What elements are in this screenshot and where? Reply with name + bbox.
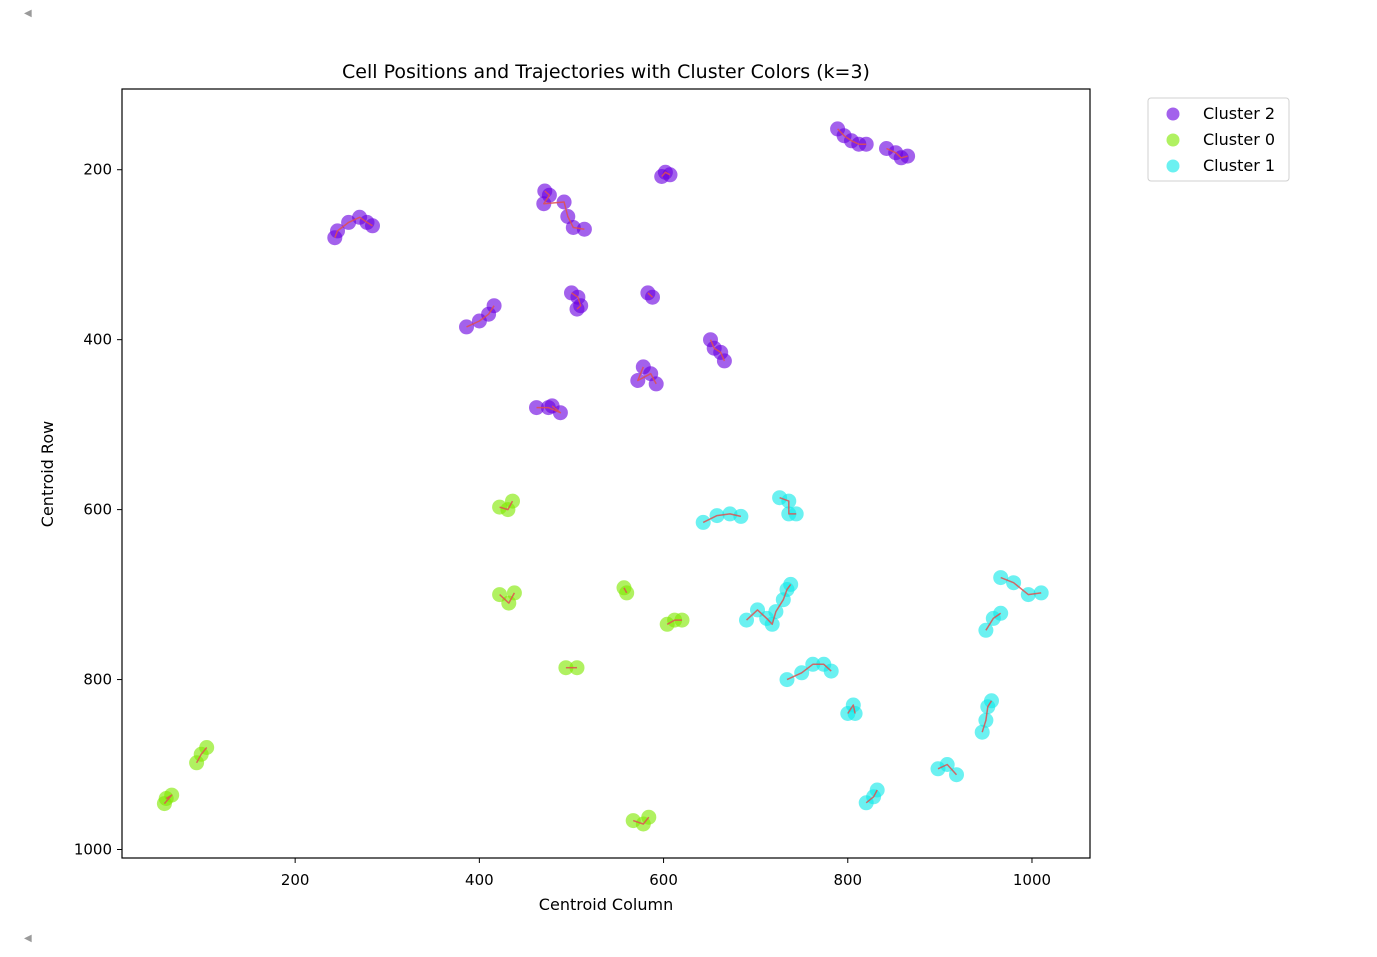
cluster-1-trajectory-line-0 [499, 500, 514, 511]
legend-marker-cluster-0 [1166, 107, 1180, 121]
cluster-0-trajectory-line-9 [837, 128, 867, 145]
cluster-2-trajectory-line-6 [937, 763, 958, 776]
plot-frame [121, 88, 1091, 859]
scroll-down-icon[interactable]: ◀ [24, 933, 32, 944]
cluster-0-trajectory-line-4 [647, 292, 654, 298]
legend-marker-cluster-1 [1166, 133, 1180, 147]
cluster-2-trajectory-line-7 [981, 700, 993, 733]
x-tick-label-800: 800 [833, 871, 862, 889]
cluster-1-trajectory-line-5 [195, 747, 208, 764]
cluster-2-trajectory-line-9 [985, 612, 1002, 631]
cluster-2-trajectory-line-4 [847, 704, 856, 714]
scroll-up-icon[interactable]: ◀ [24, 8, 32, 19]
y-tick-label-800: 800 [83, 671, 112, 689]
cluster-0-trajectory-line-7 [637, 366, 657, 385]
x-tick-label-600: 600 [649, 871, 678, 889]
axis-ticks: 200 400 600 800 1000 200 400 600 800 1000 [74, 161, 1051, 889]
cluster-2-trajectory-line-3 [786, 663, 832, 681]
y-axis-label: Centroid Row [38, 421, 57, 527]
cluster-2-trajectory-line-8 [1000, 576, 1042, 596]
plot-area [156, 121, 1049, 832]
legend-marker-cluster-2 [1166, 159, 1180, 173]
cluster-0-trajectory-line-10 [886, 147, 908, 159]
cluster-0-trajectory-line-2 [661, 171, 671, 177]
cluster-0-trajectory-line-6 [709, 339, 726, 362]
cluster-0-trajectory-line-8 [536, 405, 562, 414]
cluster-1-series [156, 493, 690, 832]
cluster-1-trajectory-line-2 [623, 587, 628, 594]
y-tick-label-400: 400 [83, 331, 112, 349]
y-tick-label-200: 200 [83, 161, 112, 179]
x-tick-label-400: 400 [465, 871, 494, 889]
cluster-2-series [695, 490, 1049, 811]
x-tick-label-200: 200 [281, 871, 310, 889]
legend-label-cluster-1: Cluster 0 [1203, 130, 1275, 149]
cluster-0-trajectory-line-1 [543, 190, 585, 230]
cluster-2-trajectory-line-1 [779, 496, 797, 515]
legend-label-cluster-2: Cluster 1 [1203, 156, 1275, 175]
cluster-0-series [327, 121, 916, 421]
cluster-0-trajectory-line-0 [334, 216, 373, 238]
y-tick-label-1000: 1000 [74, 841, 112, 859]
cluster-1-trajectory-line-3 [666, 619, 682, 625]
cluster-1-trajectory-line-7 [632, 816, 650, 825]
cluster-2-trajectory-line-5 [865, 789, 878, 804]
legend: Cluster 2 Cluster 0 Cluster 1 [1147, 97, 1290, 182]
cluster-2-trajectory-line-2 [745, 583, 792, 626]
legend-label-cluster-0: Cluster 2 [1203, 104, 1275, 123]
y-tick-label-600: 600 [83, 501, 112, 519]
x-tick-label-1000: 1000 [1013, 871, 1051, 889]
legend-frame [1147, 97, 1290, 182]
cluster-1-trajectory-line-6 [163, 794, 173, 805]
cluster-1-trajectory-line-1 [499, 592, 516, 604]
chart-title: Cell Positions and Trajectories with Clu… [342, 61, 870, 83]
cluster-0-trajectory-line-3 [571, 292, 582, 310]
x-axis-label: Centroid Column [539, 895, 673, 914]
cluster-2-trajectory-line-0 [702, 513, 742, 524]
cluster-0-trajectory-line-5 [466, 305, 495, 328]
